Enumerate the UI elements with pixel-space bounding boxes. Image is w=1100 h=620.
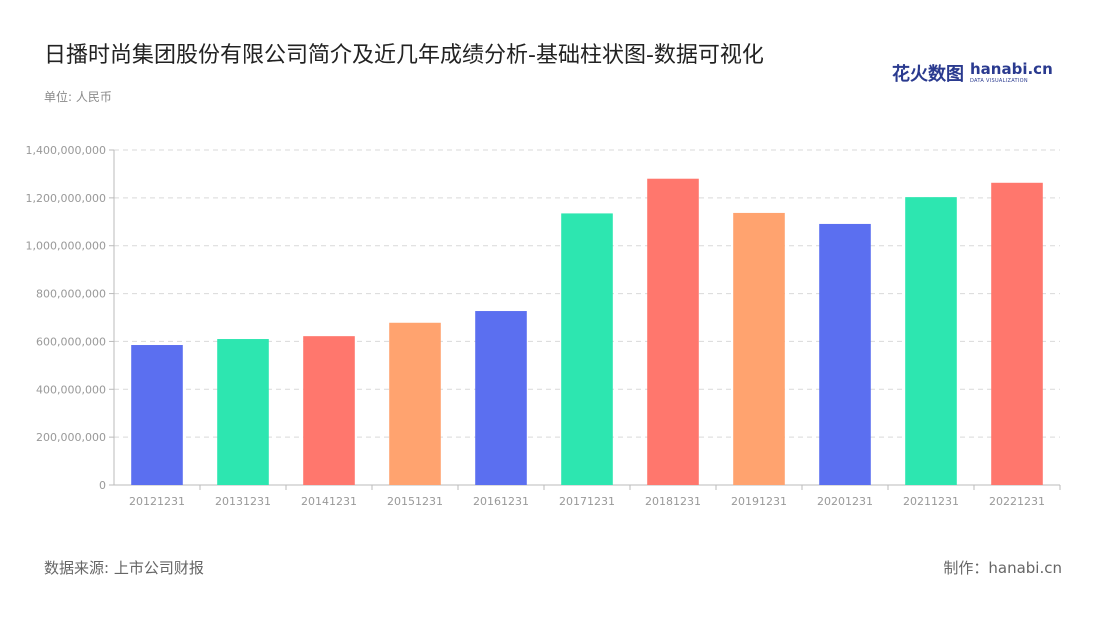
bar — [991, 182, 1043, 485]
x-tick-label: 20151231 — [387, 495, 443, 508]
x-tick-label: 20221231 — [989, 495, 1045, 508]
x-tick-label: 20181231 — [645, 495, 701, 508]
unit-label: 单位: 人民币 — [44, 90, 112, 104]
logo-cn-text: 花火数图 — [892, 64, 964, 85]
x-tick-label: 20211231 — [903, 495, 959, 508]
logo-en-text: hanabi.cn — [970, 60, 1053, 78]
brand-logo: 花火数图 hanabi.cn DATA VISUALIZATION — [892, 60, 1053, 86]
y-tick-label: 800,000,000 — [36, 288, 106, 301]
x-tick-label: 20201231 — [817, 495, 873, 508]
bar — [561, 213, 613, 486]
bar — [303, 336, 355, 485]
y-tick-label: 400,000,000 — [36, 383, 106, 396]
bar — [733, 212, 785, 486]
y-tick-label: 600,000,000 — [36, 335, 106, 348]
bar — [647, 178, 699, 485]
bar — [217, 339, 269, 485]
logo-en-subtext: DATA VISUALIZATION — [970, 78, 1028, 84]
chart-title: 日播时尚集团股份有限公司简介及近几年成绩分析-基础柱状图-数据可视化 — [44, 43, 764, 68]
bar — [475, 311, 527, 485]
x-tick-label: 20171231 — [559, 495, 615, 508]
bar — [905, 197, 957, 485]
y-tick-label: 1,400,000,000 — [26, 144, 106, 157]
bar — [819, 223, 871, 486]
y-tick-label: 1,000,000,000 — [26, 240, 106, 253]
x-tick-label: 20121231 — [129, 495, 185, 508]
x-tick-label: 20161231 — [473, 495, 529, 508]
logo-en-block: hanabi.cn DATA VISUALIZATION — [970, 62, 1053, 84]
x-tick-label: 20191231 — [731, 495, 787, 508]
x-tick-label: 20131231 — [215, 495, 271, 508]
bar — [389, 322, 441, 485]
y-tick-label: 200,000,000 — [36, 431, 106, 444]
maker-credit: 制作：hanabi.cn — [943, 559, 1062, 577]
data-source: 数据来源: 上市公司财报 — [44, 559, 204, 577]
x-tick-label: 20141231 — [301, 495, 357, 508]
bar — [131, 345, 183, 485]
y-tick-label: 1,200,000,000 — [26, 192, 106, 205]
y-tick-label: 0 — [99, 479, 106, 492]
